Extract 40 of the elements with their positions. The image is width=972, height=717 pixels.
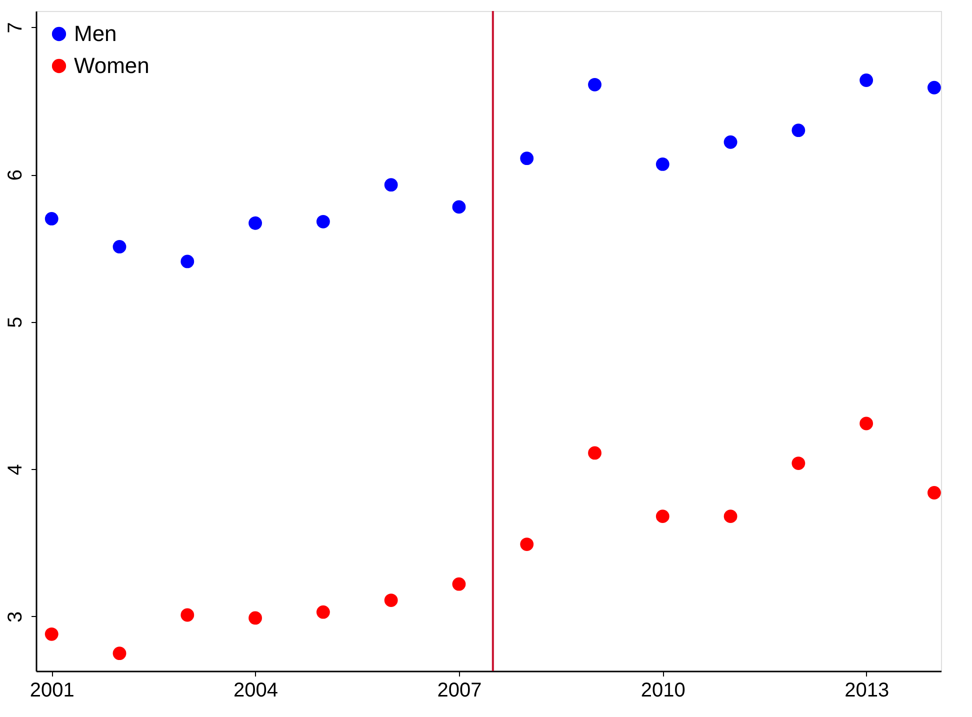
point xyxy=(792,456,806,470)
point xyxy=(248,611,262,625)
y-tick-label: 6 xyxy=(4,169,26,181)
point xyxy=(44,212,58,226)
point xyxy=(656,510,670,524)
legend-label: Women xyxy=(74,53,150,78)
point xyxy=(928,80,941,94)
point xyxy=(384,594,398,607)
point xyxy=(180,608,194,622)
point xyxy=(316,214,330,228)
x-tick-label: 2007 xyxy=(437,680,482,702)
point xyxy=(860,416,874,430)
point xyxy=(112,240,126,254)
point xyxy=(180,254,194,268)
x-tick-label: 2004 xyxy=(234,680,278,702)
point xyxy=(928,486,941,500)
point xyxy=(112,646,126,660)
point xyxy=(452,577,466,591)
point xyxy=(248,216,262,230)
point xyxy=(452,200,466,214)
point xyxy=(520,152,534,166)
x-tick-label: 2001 xyxy=(30,680,74,702)
point xyxy=(656,158,670,171)
point xyxy=(588,78,602,92)
x-tick-label: 2013 xyxy=(844,680,890,702)
y-tick-label: 7 xyxy=(4,22,26,34)
y-tick-label: 3 xyxy=(4,611,26,623)
point xyxy=(792,124,806,138)
point xyxy=(520,538,534,551)
point xyxy=(724,510,738,524)
point xyxy=(860,74,874,87)
y-tick-label: 5 xyxy=(4,316,26,328)
point xyxy=(724,135,738,149)
y-tick-label: 4 xyxy=(4,464,26,476)
point xyxy=(384,178,398,192)
point xyxy=(44,627,58,641)
point xyxy=(588,446,602,460)
legend-label: Men xyxy=(74,21,117,46)
x-tick-label: 2010 xyxy=(640,680,686,702)
point xyxy=(316,605,330,619)
